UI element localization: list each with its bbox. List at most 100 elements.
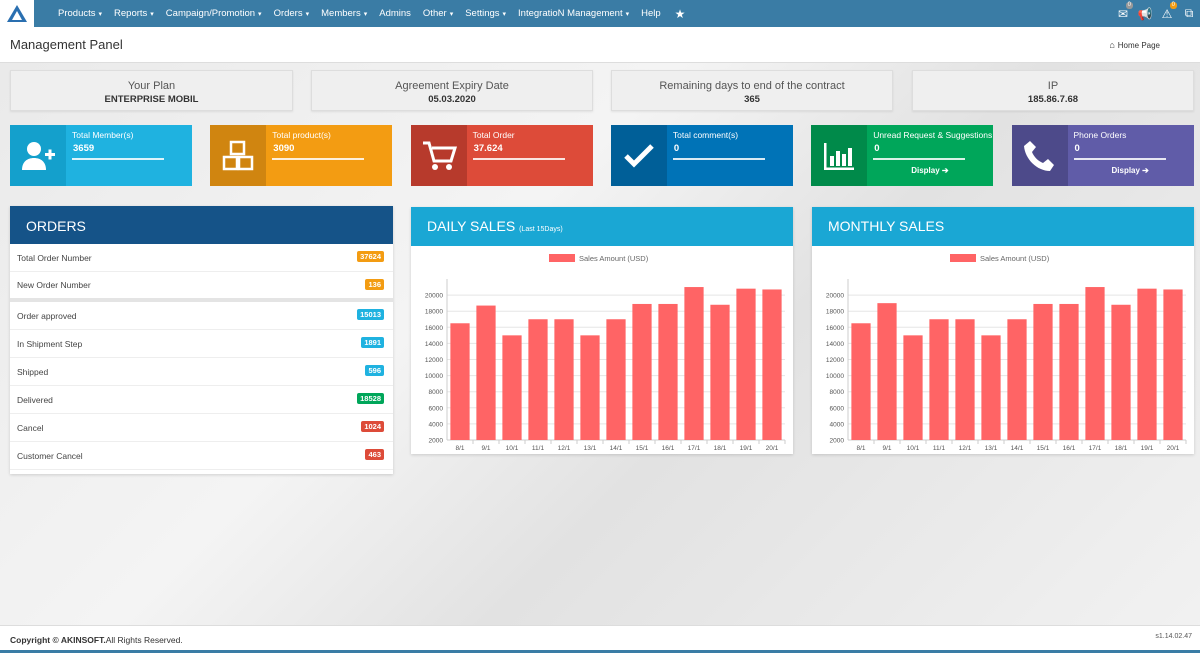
- bar[interactable]: [528, 319, 548, 440]
- bar[interactable]: [877, 303, 897, 440]
- tile-value: 37.624: [473, 143, 503, 154]
- nav-item-campaign-promotion[interactable]: Campaign/Promotion ▾: [160, 8, 268, 19]
- bar[interactable]: [554, 319, 574, 440]
- bar[interactable]: [502, 335, 522, 440]
- bar[interactable]: [606, 319, 626, 440]
- home-page-label: Home Page: [1117, 40, 1160, 50]
- chart-legend: Sales Amount (USD): [950, 254, 1050, 263]
- stat-tile-phone-orders[interactable]: Phone Orders 0 Display ➔: [1011, 125, 1194, 186]
- announcement-icon[interactable]: 📢: [1134, 0, 1156, 27]
- nav-item-settings[interactable]: Settings ▾: [459, 8, 512, 19]
- bar[interactable]: [580, 335, 600, 440]
- order-row-in-shipment-step[interactable]: In Shipment Step 1891: [10, 330, 393, 358]
- message-icon[interactable]: ✉ 0: [1112, 0, 1134, 27]
- nav-item-orders[interactable]: Orders ▾: [268, 8, 316, 19]
- check-icon: [610, 125, 667, 186]
- bar[interactable]: [903, 335, 923, 440]
- order-row-order-approved[interactable]: Order approved 15013: [10, 302, 393, 330]
- nav-item-label: Help: [641, 8, 661, 19]
- navbar-right-icons: ✉ 0 📢 ⚠ 0 ⧉: [1112, 0, 1200, 27]
- tile-body: Total Member(s) 3659: [66, 125, 192, 186]
- order-row-shipped[interactable]: Shipped 596: [10, 358, 393, 386]
- order-row-total-order-number[interactable]: Total Order Number 37624: [10, 244, 393, 272]
- daily-sales-header: DAILY SALES (Last 15Days): [411, 207, 793, 246]
- nav-item-products[interactable]: Products ▾: [52, 8, 108, 19]
- y-tick-label: 16000: [826, 325, 844, 332]
- x-tick-label: 18/1: [714, 445, 727, 452]
- tile-progress-bar: [873, 158, 966, 160]
- expiry-value: 05.03.2020: [428, 94, 476, 105]
- stat-tile-unread-request-suggestions[interactable]: Unread Request & Suggestions 0 Display ➔: [811, 125, 994, 186]
- bar[interactable]: [955, 319, 975, 440]
- bar[interactable]: [1137, 288, 1157, 440]
- nav-item-label: Campaign/Promotion: [165, 8, 256, 19]
- y-tick-label: 12000: [826, 357, 844, 364]
- nav-item-members[interactable]: Members ▾: [315, 8, 373, 19]
- stat-tile-total-member-s[interactable]: Total Member(s) 3659: [10, 125, 192, 186]
- warning-icon[interactable]: ⚠ 0: [1156, 0, 1178, 27]
- order-row-label: New Order Number: [17, 280, 91, 290]
- order-row-cancel[interactable]: Cancel 1024: [10, 414, 393, 442]
- stat-tile-total-product-s[interactable]: Total product(s) 3090: [210, 125, 393, 186]
- bar[interactable]: [929, 319, 949, 440]
- order-row-delivered[interactable]: Delivered 18528: [10, 386, 393, 414]
- nav-item-label: Orders: [273, 8, 303, 19]
- bar[interactable]: [710, 304, 730, 440]
- nav-item-admins[interactable]: Admins: [373, 8, 417, 19]
- bar[interactable]: [1163, 289, 1183, 440]
- bar[interactable]: [1059, 303, 1079, 440]
- bar[interactable]: [476, 305, 496, 440]
- order-row-label: Total Order Number: [17, 252, 92, 263]
- external-link-icon[interactable]: ⧉: [1178, 0, 1200, 27]
- favorites-star-icon[interactable]: ★: [674, 6, 686, 21]
- chevron-down-icon: ▾: [98, 10, 103, 18]
- bar[interactable]: [851, 323, 871, 440]
- chevron-down-icon: ▾: [305, 10, 310, 18]
- x-tick-label: 13/1: [584, 445, 597, 452]
- x-tick-label: 8/1: [856, 445, 865, 452]
- y-tick-label: 12000: [425, 357, 443, 364]
- bar[interactable]: [1007, 319, 1027, 440]
- bar[interactable]: [632, 303, 652, 440]
- bar[interactable]: [684, 287, 704, 440]
- bar[interactable]: [981, 335, 1001, 440]
- order-row-new-order-number[interactable]: New Order Number 136: [10, 272, 393, 302]
- bar[interactable]: [1111, 304, 1131, 440]
- daily-sales-subtitle: (Last 15Days): [519, 226, 563, 233]
- nav-item-reports[interactable]: Reports ▾: [108, 8, 160, 19]
- bar[interactable]: [762, 289, 782, 440]
- order-row-label: Customer Cancel: [17, 450, 83, 461]
- y-tick-label: 10000: [425, 373, 443, 380]
- daily-sales-chart: Sales Amount (USD) 2000 4000 6000 8000 10000 1…: [425, 254, 786, 452]
- bar[interactable]: [1033, 303, 1053, 440]
- display-link[interactable]: Display ➔: [1111, 166, 1149, 175]
- x-tick-label: 13/1: [985, 445, 998, 452]
- nav-item-other[interactable]: Other ▾: [417, 8, 459, 19]
- y-tick-label: 4000: [429, 421, 444, 428]
- akinsoft-logo[interactable]: [0, 0, 34, 27]
- tile-label: Unread Request & Suggestions: [873, 130, 993, 140]
- x-tick-label: 9/1: [481, 445, 490, 452]
- order-row-customer-cancel[interactable]: Customer Cancel 463: [10, 442, 393, 470]
- nav-item-help[interactable]: Help: [635, 8, 667, 19]
- stat-tile-total-comment-s[interactable]: Total comment(s) 0: [610, 125, 793, 186]
- logo-icon: [7, 4, 27, 22]
- bar[interactable]: [736, 288, 756, 440]
- brand-name[interactable]: AKINSOFT.: [60, 635, 106, 645]
- x-tick-label: 9/1: [882, 445, 891, 452]
- legend-label: Sales Amount (USD): [579, 254, 649, 263]
- x-tick-label: 15/1: [1037, 445, 1050, 452]
- bar[interactable]: [450, 323, 470, 440]
- tile-value: 3659: [73, 143, 95, 154]
- x-tick-label: 12/1: [558, 445, 571, 452]
- home-page-link[interactable]: ⌂ Home Page: [1109, 40, 1160, 50]
- bar[interactable]: [658, 303, 678, 440]
- bar[interactable]: [1085, 287, 1105, 440]
- order-count-badge: 1024: [361, 421, 384, 432]
- nav-item-integration-management[interactable]: IntegratioN Management ▾: [512, 8, 635, 19]
- x-tick-label: 8/1: [455, 445, 464, 452]
- display-link[interactable]: Display ➔: [911, 166, 949, 175]
- chart-legend: Sales Amount (USD): [549, 254, 649, 263]
- plan-label: Your Plan: [127, 80, 176, 92]
- stat-tile-total-order[interactable]: Total Order 37.624: [410, 125, 593, 186]
